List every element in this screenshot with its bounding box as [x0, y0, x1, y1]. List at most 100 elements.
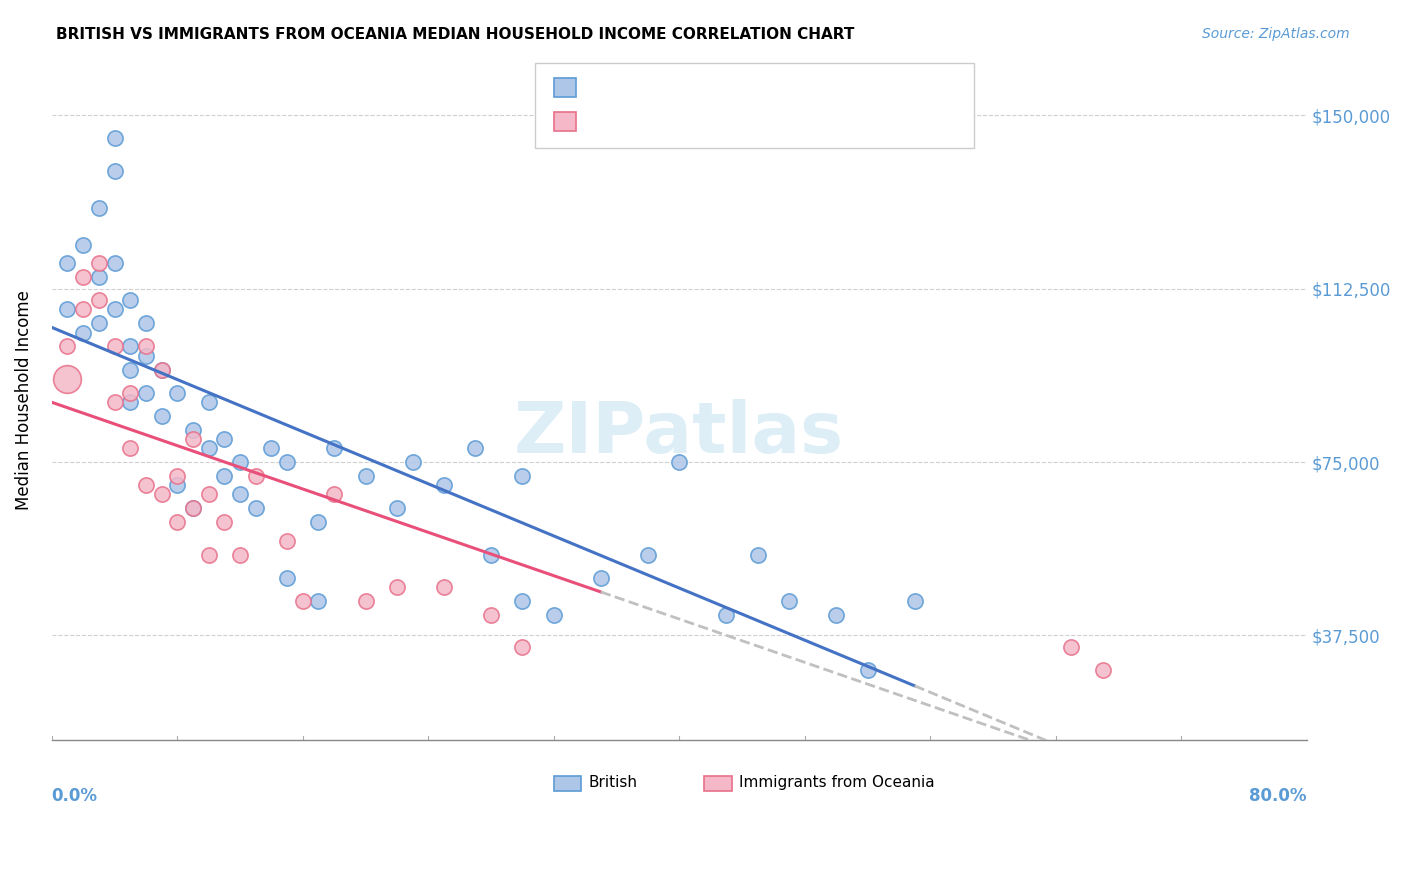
Point	[72, 326, 94, 340]
Point	[354, 469, 377, 483]
Point	[214, 515, 236, 529]
Text: BRITISH VS IMMIGRANTS FROM OCEANIA MEDIAN HOUSEHOLD INCOME CORRELATION CHART: BRITISH VS IMMIGRANTS FROM OCEANIA MEDIA…	[56, 27, 855, 42]
Point	[56, 302, 79, 317]
Point	[72, 302, 94, 317]
Point	[166, 478, 188, 492]
Text: British: British	[589, 775, 638, 790]
Point	[276, 455, 298, 469]
Point	[276, 533, 298, 548]
Point	[87, 316, 110, 330]
Point	[103, 395, 125, 409]
Point	[56, 372, 79, 386]
Point	[354, 594, 377, 608]
Text: 80.0%: 80.0%	[1250, 787, 1306, 805]
Text: Immigrants from Oceania: Immigrants from Oceania	[740, 775, 935, 790]
Text: R = -0.477   N = 32: R = -0.477 N = 32	[579, 111, 742, 128]
Point	[87, 293, 110, 307]
Point	[479, 607, 502, 622]
Bar	[554, 78, 576, 97]
Point	[323, 487, 346, 501]
Point	[120, 441, 142, 455]
Point	[433, 478, 456, 492]
Point	[385, 580, 408, 594]
Point	[778, 594, 800, 608]
Point	[464, 441, 486, 455]
Point	[103, 339, 125, 353]
Point	[120, 395, 142, 409]
Text: 0.0%: 0.0%	[52, 787, 98, 805]
Point	[229, 455, 252, 469]
Point	[260, 441, 283, 455]
Point	[307, 515, 329, 529]
Point	[512, 469, 534, 483]
Point	[401, 455, 423, 469]
Point	[103, 131, 125, 145]
Point	[307, 594, 329, 608]
Point	[214, 432, 236, 446]
Point	[668, 455, 690, 469]
Point	[135, 316, 157, 330]
Point	[150, 487, 173, 501]
Point	[291, 594, 314, 608]
Text: R = -0.410   N = 55: R = -0.410 N = 55	[579, 76, 742, 95]
Point	[56, 256, 79, 270]
Point	[1060, 640, 1083, 654]
Point	[181, 501, 204, 516]
Point	[56, 339, 79, 353]
Point	[135, 385, 157, 400]
Point	[323, 441, 346, 455]
Point	[87, 256, 110, 270]
Text: ZIPatlas: ZIPatlas	[515, 399, 845, 468]
Point	[197, 395, 219, 409]
Point	[479, 548, 502, 562]
Point	[229, 548, 252, 562]
Point	[150, 362, 173, 376]
Point	[716, 607, 738, 622]
Bar	[554, 776, 581, 790]
Point	[197, 487, 219, 501]
Point	[385, 501, 408, 516]
Point	[120, 293, 142, 307]
Point	[276, 571, 298, 585]
Y-axis label: Median Household Income: Median Household Income	[15, 290, 32, 509]
Point	[433, 580, 456, 594]
Point	[72, 270, 94, 285]
Point	[87, 270, 110, 285]
Bar	[554, 112, 576, 131]
Point	[512, 594, 534, 608]
Point	[135, 339, 157, 353]
Bar	[704, 776, 733, 790]
Point	[120, 339, 142, 353]
Point	[197, 548, 219, 562]
Point	[103, 302, 125, 317]
Point	[181, 501, 204, 516]
Point	[747, 548, 769, 562]
Point	[229, 487, 252, 501]
Point	[166, 469, 188, 483]
Point	[166, 515, 188, 529]
Point	[245, 501, 267, 516]
Point	[637, 548, 659, 562]
Point	[135, 478, 157, 492]
Point	[135, 349, 157, 363]
Point	[245, 469, 267, 483]
Point	[120, 385, 142, 400]
Point	[87, 201, 110, 215]
Point	[903, 594, 925, 608]
Point	[181, 423, 204, 437]
Point	[150, 409, 173, 423]
Point	[825, 607, 848, 622]
Point	[197, 441, 219, 455]
Point	[103, 163, 125, 178]
Point	[1091, 663, 1114, 677]
Point	[543, 607, 565, 622]
Point	[103, 256, 125, 270]
Point	[120, 362, 142, 376]
Point	[166, 385, 188, 400]
Point	[589, 571, 612, 585]
Point	[181, 432, 204, 446]
FancyBboxPatch shape	[534, 63, 974, 148]
Point	[72, 237, 94, 252]
Point	[512, 640, 534, 654]
Text: Source: ZipAtlas.com: Source: ZipAtlas.com	[1202, 27, 1350, 41]
